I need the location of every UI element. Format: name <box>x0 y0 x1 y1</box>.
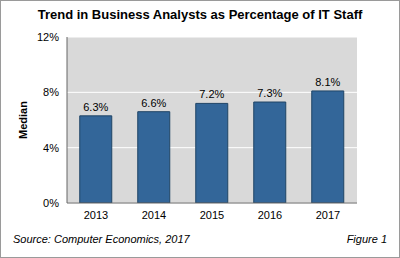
svg-text:2013: 2013 <box>84 209 108 221</box>
svg-text:8%: 8% <box>43 86 59 98</box>
html-text:Source: Computer Economics, 20: Source: Computer Economics, 2017 <box>13 233 190 245</box>
svg-text:7.2%: 7.2% <box>199 88 224 100</box>
svg-text:2014: 2014 <box>142 209 166 221</box>
svg-text:6.3%: 6.3% <box>83 101 108 113</box>
svg-text:Median: Median <box>17 101 29 139</box>
svg-text:2015: 2015 <box>200 209 224 221</box>
svg-text:4%: 4% <box>43 142 59 154</box>
svg-text:2016: 2016 <box>258 209 282 221</box>
svg-text:0%: 0% <box>43 197 59 209</box>
svg-text:8.1%: 8.1% <box>315 76 340 88</box>
svg-text:12%: 12% <box>37 31 59 43</box>
html-text:Trend in Business Analysts as: Trend in Business Analysts as Percentage… <box>37 7 363 22</box>
svg-text:2017: 2017 <box>316 209 340 221</box>
html-text:Figure 1: Figure 1 <box>346 233 387 245</box>
svg-text:7.3%: 7.3% <box>257 87 282 99</box>
svg-text:6.6%: 6.6% <box>141 97 166 109</box>
